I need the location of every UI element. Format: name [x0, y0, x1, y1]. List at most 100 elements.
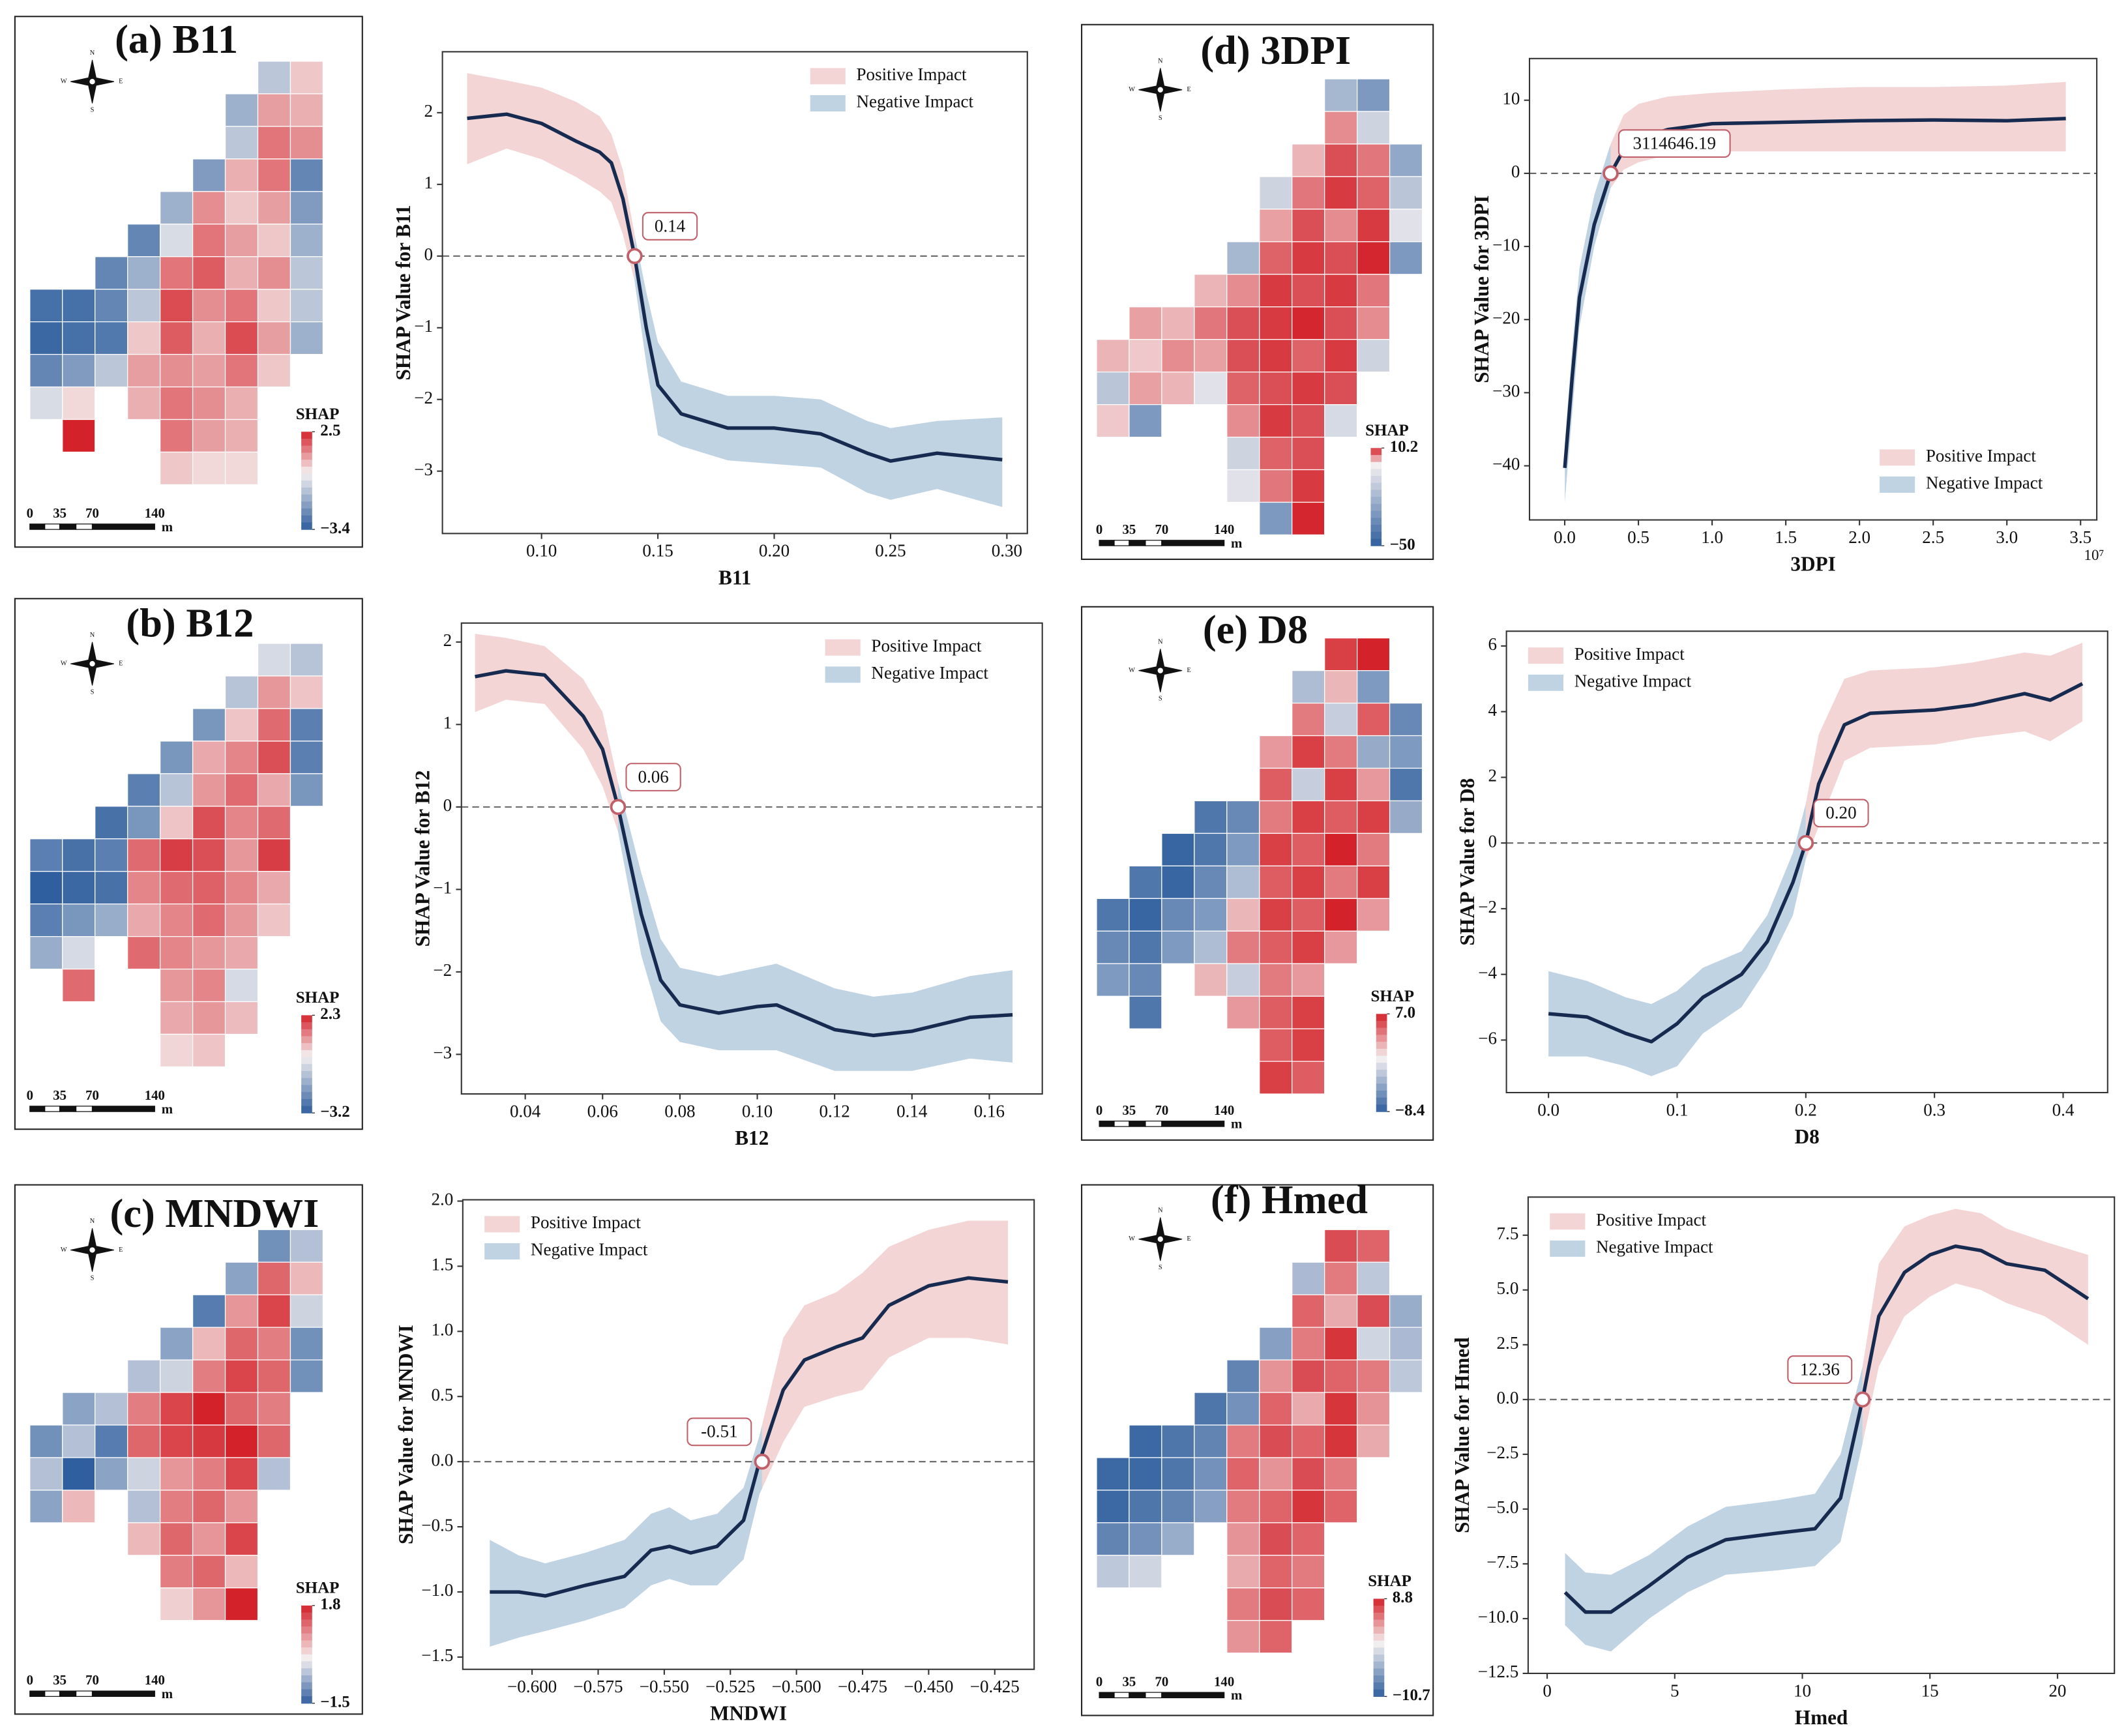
- colorbar-band: [301, 494, 312, 502]
- colorbar-band: [301, 1696, 312, 1704]
- map-cell: [95, 1457, 128, 1491]
- map-cell: [1096, 404, 1130, 438]
- colorbar-band: [1370, 531, 1382, 540]
- map-cell: [257, 1359, 291, 1393]
- y-tick-label: 1: [424, 173, 434, 192]
- y-tick-label: 0.5: [431, 1385, 453, 1404]
- map-title: (a) B11: [115, 16, 238, 62]
- map-title: (c) MNDWI: [110, 1190, 319, 1236]
- map-cell: [224, 675, 259, 709]
- colorbar-band: [1373, 1598, 1385, 1606]
- map-cell: [1226, 1587, 1260, 1621]
- colorbar-band: [301, 515, 312, 523]
- map-cell: [127, 904, 161, 937]
- colorbar-label: SHAP: [296, 989, 340, 1007]
- map-cell: [160, 871, 194, 905]
- compass-letter: W: [61, 660, 67, 668]
- map-cell: [1259, 1587, 1293, 1621]
- compass-letter: N: [1158, 638, 1163, 645]
- x-tick-label: −0.550: [640, 1677, 689, 1696]
- scale-label: 70: [85, 1672, 99, 1688]
- x-tick-label: 0.16: [974, 1101, 1005, 1121]
- map-cell: [289, 289, 324, 323]
- map-cell: [62, 904, 96, 937]
- map-cell: [127, 1522, 161, 1556]
- colorbar-band: [301, 480, 312, 488]
- legend-label: Negative Impact: [531, 1240, 648, 1259]
- map-cell: [1324, 1457, 1358, 1491]
- colorbar-band: [301, 1029, 312, 1037]
- map-cell: [224, 158, 259, 192]
- scale-label: 140: [1214, 522, 1234, 537]
- map-cell: [1357, 306, 1391, 340]
- x-tick-label: 10: [1794, 1681, 1811, 1700]
- map-cell: [1259, 469, 1293, 503]
- map-cell: [1292, 241, 1325, 275]
- map-cell: [224, 126, 259, 160]
- map-cell: [1389, 143, 1423, 177]
- scale-label: 70: [85, 505, 99, 521]
- colorbar-band: [1370, 454, 1382, 463]
- map-cell: [1292, 1490, 1325, 1523]
- map-cell: [160, 741, 194, 774]
- scale-segment: [1145, 1121, 1162, 1127]
- colorbar-tick-label: −50: [1390, 536, 1415, 553]
- colorbar-tick-label: −3.2: [320, 1103, 349, 1121]
- map-cell: [1324, 1490, 1358, 1523]
- map-cell: [1259, 1028, 1293, 1062]
- colorbar-label: SHAP: [1370, 988, 1414, 1005]
- colorbar-band: [301, 1015, 312, 1023]
- map-cell: [62, 1490, 96, 1523]
- colorbar-band: [1373, 1626, 1385, 1634]
- map-cell: [127, 806, 161, 840]
- map-cell: [1161, 1522, 1195, 1556]
- map-cell: [160, 353, 194, 388]
- map-cell: [192, 224, 226, 257]
- scale-label: 70: [85, 1087, 99, 1103]
- map-cell: [257, 1261, 291, 1295]
- positive-band: [467, 73, 635, 282]
- map-cell: [1129, 1457, 1162, 1491]
- legend-label: Negative Impact: [1596, 1237, 1713, 1257]
- map-title: (e) D8: [1203, 607, 1308, 653]
- map-cell: [1389, 176, 1423, 210]
- threshold-point: [627, 248, 643, 265]
- map-title: (f) Hmed: [1211, 1177, 1368, 1222]
- map-cell: [257, 224, 291, 257]
- x-tick-label: −0.475: [838, 1677, 887, 1696]
- y-tick-label: 10: [1502, 89, 1520, 108]
- map-cell: [1357, 1229, 1391, 1263]
- map-cell: [1226, 404, 1260, 438]
- map-cell: [1096, 1522, 1130, 1556]
- panel-frame: [14, 16, 363, 548]
- y-axis-label: SHAP Value for B12: [411, 770, 434, 947]
- colorbar-band: [1370, 469, 1382, 477]
- map-cell: [257, 289, 291, 323]
- scale-label: 35: [53, 1087, 66, 1103]
- map-cell: [257, 1327, 291, 1361]
- map-cell: [1194, 832, 1228, 867]
- colorbar-band: [1370, 524, 1382, 533]
- threshold-point: [610, 799, 627, 816]
- scale-segment: [1129, 540, 1146, 546]
- map-cell: [1259, 241, 1293, 275]
- map-cell: [1161, 339, 1195, 373]
- map-cell: [160, 1490, 194, 1523]
- map-cell: [1292, 436, 1325, 471]
- colorbar-band: [1370, 482, 1382, 491]
- map-cell: [127, 1392, 161, 1426]
- map-cell: [1324, 404, 1358, 438]
- map-cell: [192, 289, 226, 323]
- axes-frame: [1528, 57, 2098, 521]
- y-axis-label: SHAP Value for MNDWI: [394, 1325, 417, 1544]
- map-cell: [257, 158, 291, 192]
- y-tick-label: −6: [1478, 1029, 1497, 1048]
- map-cell: [29, 904, 63, 937]
- colorbar-band: [301, 1036, 312, 1044]
- x-tick-label: 5: [1670, 1681, 1679, 1700]
- scale-segment: [91, 523, 155, 530]
- map-cell: [1096, 372, 1130, 405]
- colorbar-band: [1376, 1097, 1387, 1106]
- map-cell: [62, 1457, 96, 1491]
